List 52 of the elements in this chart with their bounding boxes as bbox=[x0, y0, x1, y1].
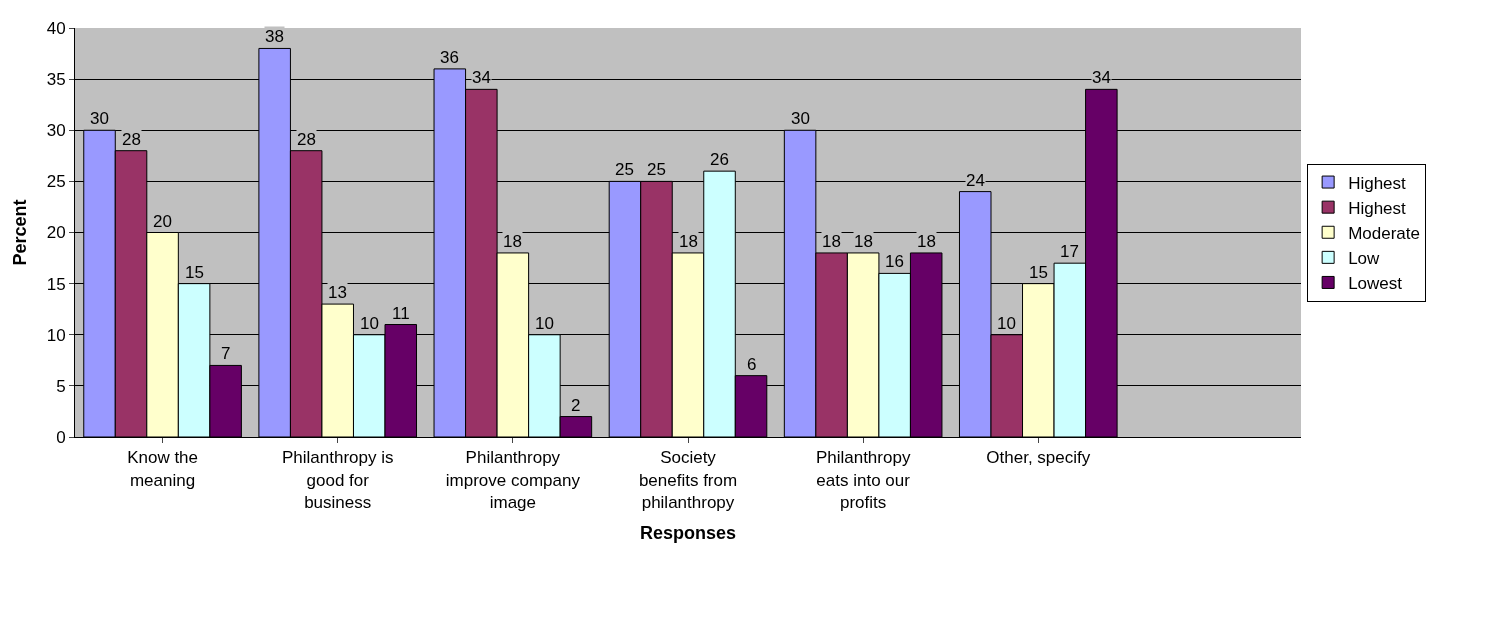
y-tick-label: 15 bbox=[46, 274, 66, 294]
y-tick-label: 10 bbox=[46, 325, 66, 345]
y-tick-label: 20 bbox=[46, 223, 66, 243]
data-label: 36 bbox=[440, 48, 459, 67]
x-tick-label: Other, specify bbox=[986, 448, 1091, 468]
y-tick-label: 30 bbox=[46, 121, 66, 141]
x-tick-label: Philanthropy eats into our profits bbox=[815, 448, 911, 512]
x-tick-label: Philanthropy is good for business bbox=[281, 448, 394, 512]
legend-label: Lowest bbox=[1348, 274, 1403, 294]
data-label: 18 bbox=[503, 232, 522, 251]
y-tick-label: 40 bbox=[46, 18, 66, 38]
data-label: 15 bbox=[185, 263, 204, 282]
data-label: 7 bbox=[221, 344, 231, 363]
data-label: 28 bbox=[297, 130, 316, 149]
data-label: 26 bbox=[710, 150, 729, 169]
y-tick-label: 0 bbox=[56, 427, 66, 447]
data-label: 30 bbox=[90, 109, 109, 128]
legend-label: Low bbox=[1348, 248, 1381, 268]
data-label: 15 bbox=[1029, 263, 1048, 282]
data-label: 10 bbox=[360, 314, 379, 333]
data-label: 24 bbox=[966, 171, 985, 190]
data-label: 11 bbox=[392, 304, 410, 323]
data-label: 34 bbox=[1092, 68, 1111, 87]
x-tick-label: Society benefits from philanthropy bbox=[638, 448, 738, 512]
data-label: 25 bbox=[615, 160, 634, 179]
y-tick-label: 5 bbox=[56, 376, 66, 396]
data-label: 17 bbox=[1060, 242, 1079, 261]
y-tick-label: 25 bbox=[46, 172, 66, 192]
data-label: 13 bbox=[328, 283, 347, 302]
data-label: 18 bbox=[917, 232, 936, 251]
legend-label: Highest bbox=[1348, 173, 1407, 193]
data-label: 18 bbox=[679, 232, 698, 251]
data-label: 20 bbox=[153, 212, 172, 231]
data-label: 30 bbox=[791, 109, 810, 128]
data-label: 25 bbox=[647, 160, 666, 179]
data-label: 2 bbox=[571, 396, 581, 415]
x-axis-title: Responses bbox=[639, 522, 737, 543]
data-label: 6 bbox=[747, 355, 757, 374]
data-label: 10 bbox=[535, 314, 554, 333]
x-tick-label: Philanthropy improve company image bbox=[445, 448, 581, 512]
legend-label: Moderate bbox=[1348, 223, 1420, 243]
y-tick-label: 35 bbox=[46, 70, 66, 90]
data-label: 38 bbox=[265, 27, 284, 46]
data-label: 18 bbox=[822, 232, 841, 251]
data-label: 10 bbox=[997, 314, 1016, 333]
y-axis-title: Percent bbox=[9, 199, 30, 266]
data-label: 34 bbox=[472, 68, 491, 87]
data-label: 28 bbox=[122, 130, 141, 149]
legend-label: Highest bbox=[1348, 198, 1407, 218]
x-tick-label: Know the meaning bbox=[127, 448, 199, 490]
data-label: 16 bbox=[885, 252, 904, 271]
data-label: 18 bbox=[854, 232, 873, 251]
